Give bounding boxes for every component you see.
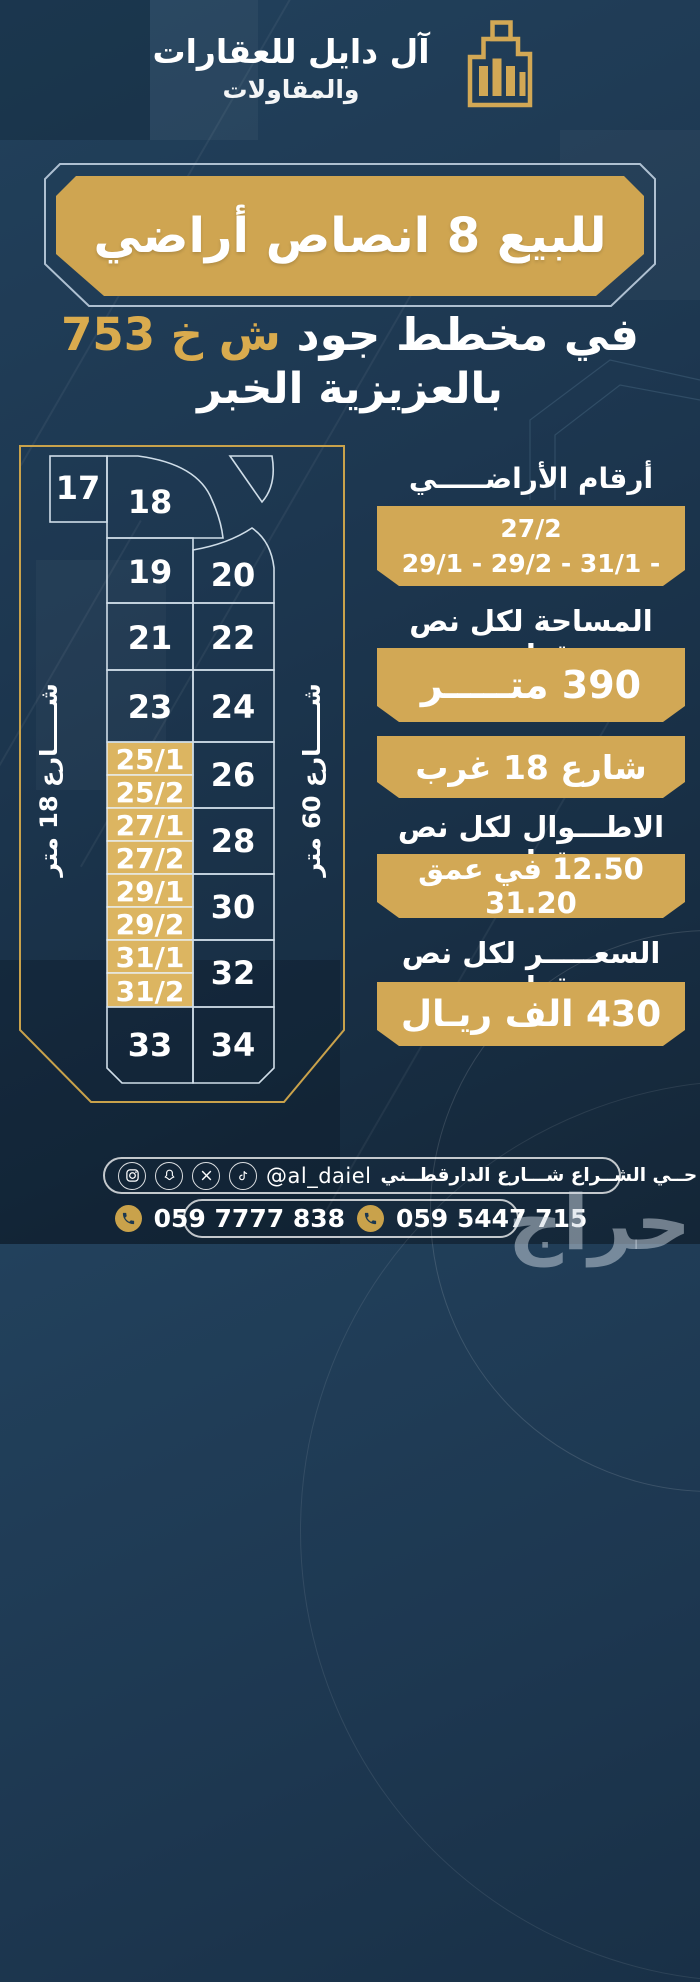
plot-label: 17 — [56, 469, 101, 507]
land-numbers-box: 25/1 - 25/2 - 27/1 - 27/2 29/1 - 29/2 - … — [377, 506, 685, 586]
lengths-value-box: 12.50 في عمق 31.20 — [377, 854, 685, 918]
plot-label-gold: 27/1 — [116, 809, 185, 842]
social-handle: @al_daiel — [266, 1164, 372, 1188]
plot-label-gold: 25/1 — [116, 743, 185, 776]
plot-label: 26 — [211, 756, 256, 794]
plot-label-gold: 25/2 — [116, 776, 185, 809]
plot-label: 24 — [211, 688, 256, 726]
plot-label: 30 — [211, 888, 256, 926]
plot-label-gold: 29/1 — [116, 875, 185, 908]
snapchat-icon — [155, 1162, 183, 1190]
plot-label: 19 — [128, 553, 173, 591]
poster: { "brand": { "line1": "آل دايل للعقارات"… — [0, 0, 700, 1244]
brand-header: آل دايل للعقارات والمقاولات — [0, 18, 700, 118]
subtitle-plan-number: ش خ 753 — [61, 308, 281, 361]
area-value: 390 متـــــر — [421, 663, 641, 707]
brand-logo-icon — [452, 18, 548, 118]
subtitle-prefix: في مخطط جود — [281, 308, 639, 361]
brand-name: آل دايل للعقارات والمقاولات — [152, 32, 429, 104]
title-banner: للبيع 8 انصاص أراضي — [56, 176, 644, 296]
plot-label-gold: 31/2 — [116, 975, 185, 1008]
plot-label: 21 — [128, 619, 173, 657]
plot-label-gold: 31/1 — [116, 941, 185, 974]
subtitle-line2: بالعزيزية الخبر — [0, 364, 700, 414]
plot-label: 32 — [211, 954, 256, 992]
price-value: 430 الف ريـال — [401, 994, 661, 1035]
plot-label: 18 — [128, 483, 173, 521]
plot-label-gold: 27/2 — [116, 842, 185, 875]
street-label-left: شـــــارع 18 متر — [35, 683, 63, 878]
plot-label: 33 — [128, 1026, 173, 1064]
street-value: شارع 18 غرب — [415, 748, 647, 787]
lengths-value: 12.50 في عمق 31.20 — [377, 852, 685, 920]
plot-label: 28 — [211, 822, 256, 860]
phone-icon — [115, 1205, 142, 1232]
subtitle-line1: في مخطط جود ش خ 753 — [0, 308, 700, 361]
street-label-right: شـــــارع 60 متر — [298, 683, 326, 878]
haraj-watermark: حراج — [508, 1178, 691, 1267]
plot-label: 20 — [211, 556, 256, 594]
phone-icon — [357, 1205, 384, 1232]
footer-phones-pill: 059 7777 838 059 5447 715 — [183, 1199, 519, 1238]
tiktok-icon — [229, 1162, 257, 1190]
plot-label-gold: 29/2 — [116, 908, 185, 941]
price-value-box: 430 الف ريـال — [377, 982, 685, 1046]
plot-label: 23 — [128, 688, 173, 726]
x-icon — [192, 1162, 220, 1190]
brand-name-line2: والمقاولات — [152, 75, 429, 104]
brand-name-line1: آل دايل للعقارات — [152, 32, 429, 71]
plot-label: 22 — [211, 619, 256, 657]
land-numbers-header: أرقام الأراضـــــي — [375, 462, 687, 495]
page-title: للبيع 8 انصاص أراضي — [94, 208, 607, 264]
plot-label: 34 — [211, 1026, 256, 1064]
street-value-box: شارع 18 غرب — [377, 736, 685, 798]
instagram-icon — [118, 1162, 146, 1190]
area-value-box: 390 متـــــر — [377, 648, 685, 722]
phone-number-1: 059 7777 838 — [154, 1204, 345, 1233]
plot-map: 17 18 19 20 21 22 23 24 25/1 25/2 27/1 2… — [0, 440, 370, 1110]
